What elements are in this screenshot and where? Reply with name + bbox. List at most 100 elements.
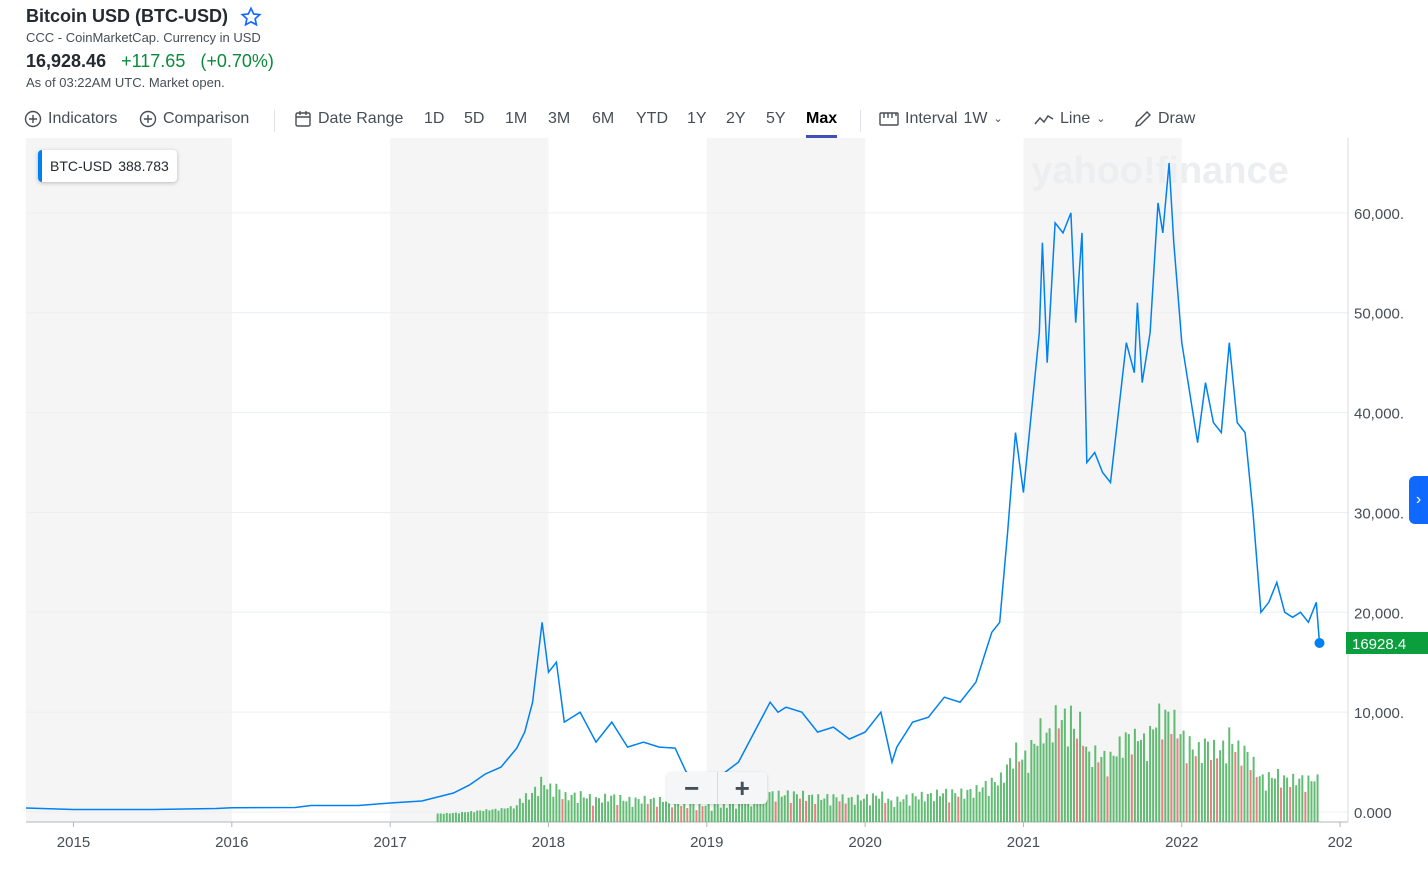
volume-bar (1203, 738, 1206, 822)
volume-bar (862, 798, 865, 822)
volume-bar (1179, 734, 1182, 822)
range-1d[interactable]: 1D (424, 110, 445, 127)
range-2y[interactable]: 2Y (726, 110, 746, 127)
current-price: 16,928.46 (26, 51, 107, 71)
volume-bar (1155, 727, 1158, 822)
volume-bar (1057, 728, 1060, 822)
toolbar-divider (860, 110, 861, 132)
volume-bar (1118, 736, 1121, 822)
volume-bar (1276, 768, 1279, 822)
date-range-button[interactable]: Date Range (294, 104, 403, 134)
chevron-right-icon[interactable]: › (1409, 476, 1428, 524)
volume-bar (643, 795, 646, 822)
volume-bar (1121, 757, 1124, 822)
volume-bar (445, 812, 448, 822)
range-1m[interactable]: 1M (505, 110, 528, 127)
volume-bar (853, 804, 856, 822)
volume-bar (707, 802, 710, 822)
range-max[interactable]: Max (806, 104, 838, 138)
volume-bar (625, 801, 628, 822)
volume-bar (1273, 778, 1276, 822)
zoom-in-button[interactable]: + (734, 773, 750, 803)
volume-bar (619, 794, 622, 822)
volume-bar (1301, 775, 1304, 822)
volume-bar (826, 794, 829, 822)
volume-bar (774, 801, 777, 822)
volume-bar (1103, 750, 1106, 822)
volume-bar (479, 810, 482, 822)
range-5y[interactable]: 5Y (766, 110, 786, 127)
x-tick-label: 2016 (215, 834, 248, 851)
volume-bar (1222, 740, 1225, 822)
volume-bar (1097, 762, 1100, 822)
volume-bar (524, 793, 527, 822)
volume-bar (942, 793, 945, 822)
volume-bar (899, 801, 902, 822)
chevron-down-icon: ⌄ (993, 113, 1003, 125)
last-price-tag-label: 16928.4 (1352, 636, 1406, 653)
volume-bar (716, 804, 719, 822)
volume-bar (1200, 763, 1203, 822)
star-icon[interactable] (240, 6, 262, 28)
chart-type-dropdown[interactable]: Line ⌄ (1034, 104, 1105, 134)
volume-bar (887, 798, 890, 822)
y-tick-label: 10,000. (1354, 705, 1404, 722)
x-tick-label: 2020 (848, 834, 881, 851)
series-legend[interactable]: BTC-USD 388.783 (38, 150, 177, 182)
volume-bar (868, 805, 871, 822)
volume-bar (1176, 738, 1179, 822)
volume-bar (555, 783, 558, 822)
volume-bar (741, 803, 744, 822)
volume-bar (628, 796, 631, 822)
range-5d[interactable]: 5D (464, 110, 485, 127)
date-range-label: Date Range (318, 110, 404, 127)
volume-bar (1024, 750, 1027, 822)
volume-bar (975, 785, 978, 822)
volume-bar (686, 807, 689, 822)
volume-bar (436, 813, 439, 822)
range-3m[interactable]: 3M (548, 110, 571, 127)
volume-bar (1094, 745, 1097, 822)
volume-bar (881, 791, 884, 822)
volume-bar (884, 803, 887, 822)
volume-bar (719, 807, 722, 822)
volume-bar (1072, 728, 1075, 822)
comparison-button[interactable]: Comparison (139, 104, 249, 134)
range-6m[interactable]: 6M (592, 110, 615, 127)
pencil-icon (1135, 111, 1151, 127)
interval-dropdown[interactable]: Interval 1W ⌄ (879, 104, 1003, 134)
price-chart[interactable]: yahoo!finance 0.000 10,000. 20,000. 30,000. 4… (0, 138, 1428, 885)
volume-bar (1069, 705, 1072, 822)
price-line (25, 162, 1321, 811)
volume-bar (987, 795, 990, 822)
volume-bar (512, 808, 515, 822)
plus-circle-icon (139, 110, 157, 128)
volume-bar (798, 798, 801, 822)
volume-bar (1219, 750, 1222, 822)
volume-bar (607, 801, 610, 822)
volume-bar (1106, 776, 1109, 822)
volume-bar (1146, 761, 1149, 822)
volume-bar (567, 800, 570, 822)
range-ytd[interactable]: YTD (636, 110, 668, 127)
volume-bar (735, 808, 738, 822)
volume-bar (540, 776, 543, 822)
zoom-out-button[interactable]: − (667, 772, 718, 804)
volume-bar (527, 799, 530, 822)
volume-bar (963, 798, 966, 822)
draw-button[interactable]: Draw (1134, 104, 1195, 134)
indicators-button[interactable]: Indicators (24, 104, 117, 134)
volume-bar (1048, 728, 1051, 822)
range-1y[interactable]: 1Y (687, 110, 707, 127)
volume-bar (1036, 745, 1039, 822)
volume-bar (1012, 768, 1015, 822)
volume-bar (1015, 742, 1018, 822)
volume-bar (552, 796, 555, 822)
volume-bar (570, 794, 573, 822)
chart-area[interactable]: yahoo!finance 0.000 10,000. 20,000. 30,000. 4… (0, 138, 1428, 885)
year-band (26, 138, 232, 822)
price-change-pct: (+0.70%) (200, 51, 274, 71)
volume-bar (841, 794, 844, 822)
volume-bar (564, 792, 567, 822)
volume-bar (859, 800, 862, 822)
